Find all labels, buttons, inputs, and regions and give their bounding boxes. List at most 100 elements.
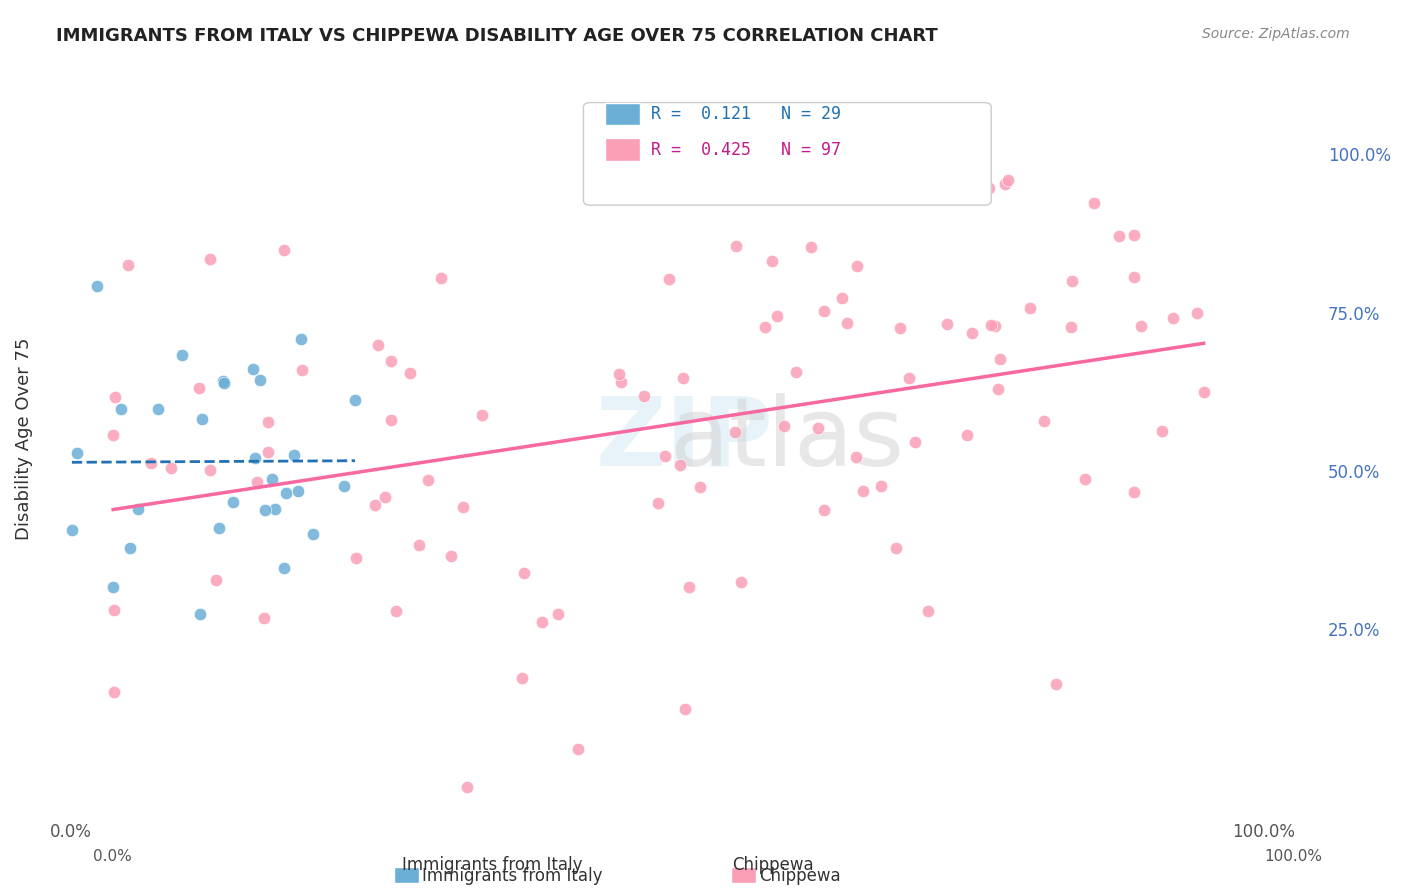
Point [935,317,957,331]
Point [1074,472,1097,486]
Point [1045,677,1067,691]
Point [807,421,830,435]
Point [852,483,875,498]
Text: Immigrants from Italy: Immigrants from Italy [422,867,602,885]
Point [274,486,297,500]
Point [344,392,367,407]
Point [609,375,631,389]
Point [1083,196,1105,211]
Point [994,178,1017,192]
Point [302,526,325,541]
Point [785,365,807,379]
Point [398,366,420,380]
Point [101,428,124,442]
Point [344,551,367,566]
Point [1060,274,1083,288]
Point [430,271,453,285]
Point [103,603,125,617]
Point [1123,228,1146,243]
Point [246,475,269,489]
Point [363,499,385,513]
Text: 100.0%: 100.0% [1264,849,1323,863]
Point [1130,319,1153,334]
Point [984,318,1007,333]
Point [773,419,796,434]
Point [200,252,222,266]
Text: ZIP: ZIP [596,392,773,485]
Point [118,541,141,555]
Point [253,503,276,517]
Point [761,254,783,268]
Point [287,484,309,499]
Point [103,685,125,699]
Point [607,367,630,381]
Point [673,701,696,715]
Text: IMMIGRANTS FROM ITALY VS CHIPPEWA DISABILITY AGE OVER 75 CORRELATION CHART: IMMIGRANTS FROM ITALY VS CHIPPEWA DISABI… [56,27,938,45]
Text: 0.0%: 0.0% [93,849,132,863]
Point [471,409,494,423]
Point [453,500,475,514]
Point [408,538,430,552]
Point [884,541,907,556]
Point [456,780,478,794]
Point [512,671,534,685]
Point [86,279,108,293]
Point [658,272,681,286]
Point [1150,425,1173,439]
Point [260,472,283,486]
Point [104,390,127,404]
Point [917,604,939,618]
Point [204,573,226,587]
Point [1018,301,1040,315]
Point [212,376,235,390]
Point [730,575,752,590]
Point [257,415,280,429]
Point [813,304,835,318]
Point [380,412,402,426]
Point [669,458,692,472]
Point [547,607,569,621]
Point [724,425,747,440]
Point [647,496,669,510]
Point [1108,229,1130,244]
Point [1122,270,1144,285]
Point [654,449,676,463]
Text: R =  0.121   N = 29: R = 0.121 N = 29 [651,105,841,123]
Point [117,258,139,272]
Text: Source: ZipAtlas.com: Source: ZipAtlas.com [1202,27,1350,41]
Point [870,479,893,493]
Point [212,374,235,388]
Point [252,610,274,624]
Point [273,243,295,257]
Point [110,402,132,417]
Point [243,450,266,465]
Point [678,580,700,594]
Point [979,181,1001,195]
Point [754,320,776,334]
Point [160,461,183,475]
Point [208,521,231,535]
Point [813,503,835,517]
Point [956,428,979,442]
Point [290,331,312,345]
Point [766,309,789,323]
Point [221,495,243,509]
Point [904,435,927,450]
Point [249,373,271,387]
Point [1192,385,1215,400]
Point [273,561,295,575]
Point [1032,414,1054,428]
Point [898,371,921,385]
Point [689,480,711,494]
Point [800,240,823,254]
Point [846,259,869,273]
Point [374,490,396,504]
Point [188,607,211,621]
Point [997,173,1019,187]
Point [988,352,1011,367]
Point [188,381,211,395]
Point [889,321,911,335]
Point [291,362,314,376]
Point [198,463,221,477]
Point [987,382,1010,396]
